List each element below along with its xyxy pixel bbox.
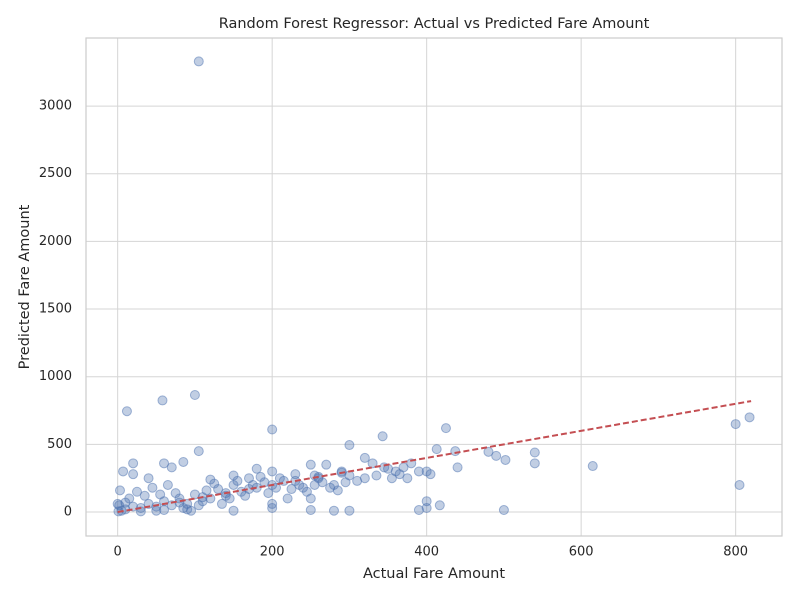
scatter-point xyxy=(529,447,540,458)
scatter-point xyxy=(128,458,139,469)
scatter-point xyxy=(178,456,189,467)
x-tick-label: 800 xyxy=(723,545,748,560)
scatter-point xyxy=(120,497,131,508)
y-tick-label: 2500 xyxy=(39,166,72,181)
scatter-point xyxy=(431,444,442,455)
y-tick-label: 500 xyxy=(47,437,72,452)
scatter-point xyxy=(491,450,502,461)
scatter-point xyxy=(734,479,745,490)
scatter-point xyxy=(128,469,139,480)
scatter-point xyxy=(359,473,370,484)
scatter-point xyxy=(352,475,363,486)
scatter-point xyxy=(147,482,158,493)
scatter-point xyxy=(112,498,123,509)
scatter-point xyxy=(340,477,351,488)
x-axis-label: Actual Fare Amount xyxy=(363,566,505,582)
scatter-point xyxy=(450,446,461,457)
scatter-point xyxy=(232,475,243,486)
y-tick-label: 2000 xyxy=(39,234,72,249)
scatter-point xyxy=(162,479,173,490)
scatter-point xyxy=(371,470,382,481)
scatter-point xyxy=(228,505,239,516)
scatter-point xyxy=(228,470,239,481)
scatter-point xyxy=(359,452,370,463)
scatter-point xyxy=(121,406,132,417)
scatter-point xyxy=(189,389,200,400)
scatter-point xyxy=(224,493,235,504)
scatter-point xyxy=(730,419,741,430)
scatter-point xyxy=(394,469,405,480)
scatter-point xyxy=(166,462,177,473)
scatter-point xyxy=(440,423,451,434)
scatter-point xyxy=(118,466,129,477)
scatter-point xyxy=(267,424,278,435)
scatter-point xyxy=(328,505,339,516)
scatter-point xyxy=(114,485,125,496)
scatter-point xyxy=(325,482,336,493)
scatter-point xyxy=(317,477,328,488)
scatter-point xyxy=(425,469,436,480)
scatter-point xyxy=(193,446,204,457)
y-tick-label: 0 xyxy=(64,505,72,520)
scatter-point xyxy=(255,471,266,482)
y-tick-label: 1500 xyxy=(39,302,72,317)
scatter-point xyxy=(305,493,316,504)
y-tick-label: 1000 xyxy=(39,369,72,384)
scatter-point xyxy=(402,473,413,484)
scatter-point xyxy=(413,505,424,516)
scatter-point xyxy=(263,488,274,499)
x-tick-label: 200 xyxy=(260,545,285,560)
scatter-point xyxy=(170,488,181,499)
scatter-point xyxy=(321,459,332,470)
scatter-point xyxy=(282,493,293,504)
scatter-point xyxy=(189,489,200,500)
y-tick-label: 3000 xyxy=(39,99,72,114)
scatter-point xyxy=(305,505,316,516)
chart-title: Random Forest Regressor: Actual vs Predi… xyxy=(219,16,650,32)
scatter-point xyxy=(131,486,142,497)
scatter-point xyxy=(500,454,511,465)
y-axis-label: Predicted Fare Amount xyxy=(17,204,33,369)
scatter-point xyxy=(587,461,598,472)
scatter-point xyxy=(421,496,432,507)
scatter-point xyxy=(421,502,432,513)
scatter-point xyxy=(498,505,509,516)
scatter-point xyxy=(182,504,193,515)
scatter-point xyxy=(159,458,170,469)
scatter-point xyxy=(159,505,170,516)
x-tick-label: 600 xyxy=(569,545,594,560)
scatter-point xyxy=(193,500,204,511)
scatter-point xyxy=(193,56,204,67)
scatter-point xyxy=(377,431,388,442)
x-tick-label: 0 xyxy=(114,545,122,560)
scatter-point xyxy=(151,505,162,516)
scatter-point xyxy=(143,473,154,484)
scatter-point xyxy=(344,440,355,451)
scatter-point xyxy=(529,458,540,469)
scatter-point xyxy=(139,490,150,501)
scatter-point xyxy=(216,498,227,509)
scatter-point xyxy=(332,485,343,496)
scatter-point xyxy=(305,459,316,470)
reference-line xyxy=(117,400,752,514)
scatter-point xyxy=(367,458,378,469)
scatter-point xyxy=(483,446,494,457)
scatter-point xyxy=(155,489,166,500)
scatter-point xyxy=(434,500,445,511)
scatter-point xyxy=(386,473,397,484)
scatter-point xyxy=(286,484,297,495)
scatter-point xyxy=(209,478,220,489)
scatter-point xyxy=(267,466,278,477)
x-tick-label: 400 xyxy=(414,545,439,560)
scatter-point xyxy=(157,395,168,406)
scatter-point xyxy=(290,469,301,480)
scatter-point xyxy=(744,412,755,423)
scatter-point xyxy=(267,502,278,513)
scatter-point xyxy=(413,466,424,477)
scatter-point xyxy=(251,463,262,474)
scatter-point xyxy=(344,505,355,516)
scatter-point xyxy=(452,462,463,473)
plot-frame xyxy=(85,37,783,537)
